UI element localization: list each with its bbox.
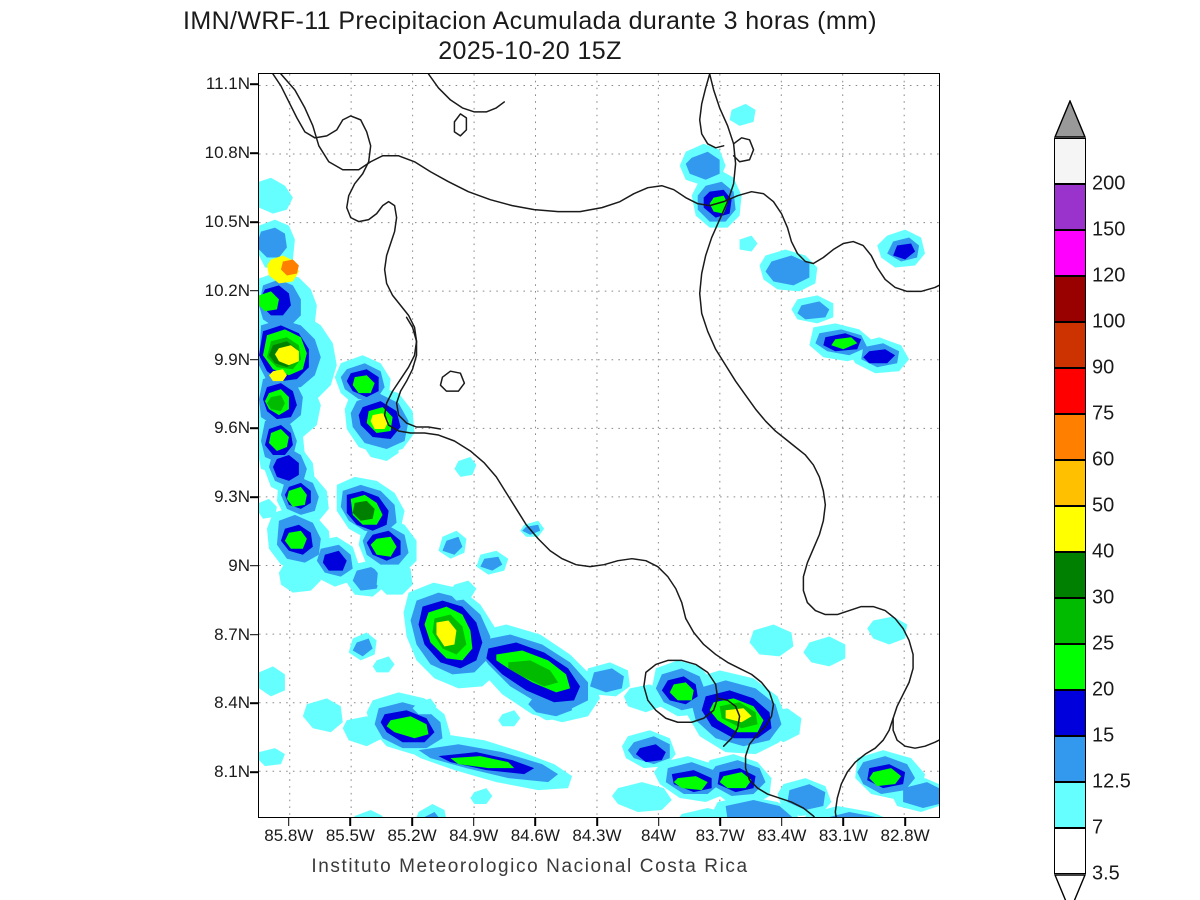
x-tick-label: 84.6W xyxy=(510,826,560,845)
y-tick-mark xyxy=(250,221,258,223)
y-tick-mark xyxy=(250,633,258,636)
y-tick-label: 8.4N xyxy=(214,693,250,713)
x-tick-mark xyxy=(472,818,475,826)
footer-credit: Instituto Meteorologico Nacional Costa R… xyxy=(311,856,749,877)
colorbar-cell xyxy=(1054,552,1086,598)
colorbar-cell xyxy=(1054,230,1086,276)
y-tick-label: 8.1N xyxy=(214,762,250,782)
y-tick-label: 9.3N xyxy=(214,487,250,507)
colorbar-cell xyxy=(1054,460,1086,506)
precipitation-map xyxy=(259,74,939,817)
colorbar-legend[interactable]: 200 150 120 100 90 75 60 50 40 30 25 20 15 12.5 7 3.5 xyxy=(1053,99,1194,900)
colorbar-tick-label: 30 xyxy=(1092,586,1115,609)
y-tick-mark xyxy=(250,358,258,361)
colorbar-tick-label: 60 xyxy=(1092,448,1115,471)
colorbar-tick-label: 15 xyxy=(1092,724,1115,747)
title-line-1: IMN/WRF-11 Precipitacion Acumulada duran… xyxy=(183,7,877,35)
colorbar-cell xyxy=(1054,690,1086,736)
colorbar-bottom-arrow xyxy=(1053,874,1087,900)
x-tick-label: 82.8W xyxy=(880,826,930,845)
y-tick-mark xyxy=(250,771,258,773)
x-tick-mark xyxy=(411,818,413,826)
y-tick-label: 11.1N xyxy=(205,74,250,94)
colorbar-tick-label: 75 xyxy=(1092,402,1115,425)
colorbar-cell xyxy=(1054,414,1086,460)
y-tick-mark xyxy=(250,152,258,155)
x-tick-mark xyxy=(349,818,352,826)
x-tick-label: 84.9W xyxy=(449,826,499,845)
title-line-2: 2025-10-20 15Z xyxy=(438,37,622,65)
x-tick-mark xyxy=(657,818,660,826)
x-tick-label: 83.7W xyxy=(695,826,745,845)
y-tick-mark xyxy=(250,565,258,567)
x-tick-mark xyxy=(781,818,783,826)
x-tick-label: 83.1W xyxy=(818,826,868,845)
colorbar-tick-label: 20 xyxy=(1092,678,1115,701)
x-tick-label: 85.5W xyxy=(325,826,375,845)
colorbar-cell xyxy=(1054,782,1086,828)
colorbar-cell xyxy=(1054,184,1086,230)
colorbar-tick-label: 90 xyxy=(1092,356,1115,379)
x-tick-mark xyxy=(719,818,721,826)
colorbar-tick-label: 100 xyxy=(1092,310,1126,333)
colorbar-cell xyxy=(1054,828,1086,874)
y-tick-mark xyxy=(250,427,258,430)
colorbar-cell xyxy=(1054,736,1086,782)
colorbar-tick-label: 200 xyxy=(1092,172,1126,195)
colorbar-tick-label: 50 xyxy=(1092,494,1115,517)
map-plot-area[interactable] xyxy=(258,73,940,818)
colorbar-cell xyxy=(1054,368,1086,414)
x-tick-mark xyxy=(842,818,845,826)
y-tick-mark xyxy=(250,289,258,292)
x-tick-label: 85.2W xyxy=(387,826,437,845)
colorbar-tick-label: 120 xyxy=(1092,264,1126,287)
y-tick-label: 9.6N xyxy=(214,418,250,438)
page-title: IMN/WRF-11 Precipitacion Acumulada duran… xyxy=(0,6,1060,66)
colorbar-tick-label: 7 xyxy=(1092,816,1104,839)
x-axis-labels: 85.8W 85.5W 85.2W 84.9W 84.6W 84.3W 84W 83.7W 83… xyxy=(258,822,940,852)
x-tick-mark xyxy=(288,818,290,826)
colorbar-cell xyxy=(1054,322,1086,368)
x-tick-mark xyxy=(534,818,537,826)
colorbar-cell xyxy=(1054,506,1086,552)
x-tick-label: 84.3W xyxy=(572,826,622,845)
colorbar-tick-label: 25 xyxy=(1092,632,1115,655)
y-tick-label: 8.7N xyxy=(214,624,250,644)
colorbar-cell xyxy=(1054,644,1086,690)
x-tick-mark xyxy=(596,818,598,826)
y-tick-mark xyxy=(250,496,258,498)
x-tick-mark xyxy=(904,818,906,826)
coastline-borders xyxy=(272,74,939,817)
colorbar-cells xyxy=(1054,138,1086,874)
y-tick-label: 10.2N xyxy=(204,280,250,300)
x-tick-label: 84W xyxy=(641,826,677,845)
x-tick-label: 85.8W xyxy=(264,826,314,845)
y-tick-label: 10.5N xyxy=(204,212,250,231)
y-tick-label: 10.8N xyxy=(204,143,250,163)
colorbar-tick-label: 12.5 xyxy=(1092,770,1131,793)
y-tick-mark xyxy=(250,83,258,86)
colorbar-tick-label: 40 xyxy=(1092,540,1115,563)
y-axis-labels: 11.1N 10.8N 10.5N 10.2N 9.9N 9.6N 9.3N 9N 8.7N 8.… xyxy=(190,73,250,818)
colorbar-cell xyxy=(1054,598,1086,644)
colorbar-tick-label: 150 xyxy=(1092,218,1126,241)
precipitation-contours xyxy=(259,103,939,817)
y-tick-mark xyxy=(250,702,258,705)
colorbar-cell xyxy=(1054,138,1086,184)
colorbar-cell xyxy=(1054,276,1086,322)
x-tick-label: 83.4W xyxy=(757,826,807,845)
colorbar-tick-label: 3.5 xyxy=(1092,862,1120,885)
y-tick-label: 9N xyxy=(228,555,250,575)
colorbar-top-arrow xyxy=(1053,99,1087,138)
y-tick-label: 9.9N xyxy=(214,349,250,369)
